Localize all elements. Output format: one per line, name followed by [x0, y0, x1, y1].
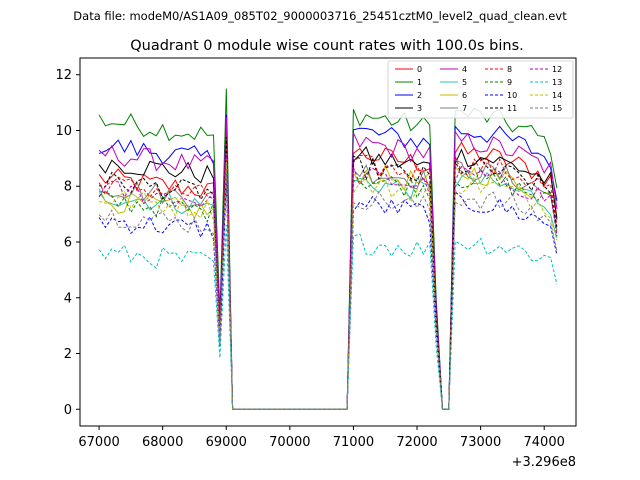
x-axis: 67000 68000 69000 70000 71000 72000 73000 74000	[78, 426, 565, 450]
legend-label: 8	[507, 65, 512, 74]
legend-label: 7	[462, 104, 467, 113]
series-line-12	[98, 152, 558, 410]
x-tick-label: 69000	[206, 435, 247, 450]
x-tick-label: 74000	[524, 435, 565, 450]
series-line-15	[98, 171, 558, 410]
series-line-11	[99, 137, 558, 410]
y-tick-label: 4	[64, 291, 72, 306]
legend-label: 0	[417, 65, 422, 74]
x-offset-label: +3.296e8	[512, 455, 576, 470]
legend-label: 6	[462, 91, 467, 100]
y-axis: 0 2 4 6 8 10 12	[55, 68, 80, 418]
y-tick-label: 8	[64, 180, 72, 195]
legend-label: 15	[552, 104, 562, 113]
legend-label: 1	[417, 78, 422, 87]
axes-background	[80, 58, 576, 426]
y-tick-label: 6	[64, 236, 72, 251]
legend-label: 13	[552, 78, 562, 87]
legend-label: 14	[552, 91, 562, 100]
legend-label: 3	[417, 104, 422, 113]
y-tick-label: 0	[64, 403, 72, 418]
suptitle: Data file: modeM0/AS1A09_085T02_90000037…	[73, 9, 567, 23]
series-line-13	[98, 224, 558, 410]
x-tick-label: 72000	[396, 435, 437, 450]
legend-label: 4	[462, 65, 467, 74]
legend-label: 10	[507, 91, 517, 100]
legend-frame	[387, 60, 574, 119]
y-tick-label: 10	[55, 124, 72, 139]
x-tick-label: 67000	[78, 435, 119, 450]
legend-label: 11	[507, 104, 517, 113]
plot-area	[79, 57, 577, 427]
x-tick-label: 71000	[333, 435, 374, 450]
x-tick-label: 70000	[269, 435, 310, 450]
legend-label: 12	[552, 65, 562, 74]
series-line-14	[98, 162, 558, 410]
y-tick-label: 12	[55, 68, 72, 83]
legend-label: 2	[417, 91, 422, 100]
y-tick-label: 2	[64, 347, 72, 362]
legend-label: 9	[507, 78, 512, 87]
chart-title: Quadrant 0 module wise count rates with …	[130, 38, 524, 54]
legend-label: 5	[462, 78, 467, 87]
x-tick-label: 68000	[142, 435, 183, 450]
series-layer	[98, 88, 558, 410]
x-tick-label: 73000	[460, 435, 501, 450]
